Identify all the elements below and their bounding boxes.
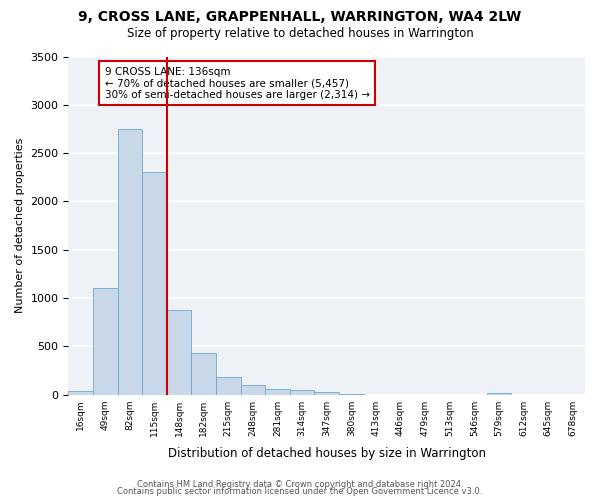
Bar xyxy=(265,390,290,394)
Bar xyxy=(167,310,191,394)
Bar xyxy=(118,129,142,394)
Bar xyxy=(241,385,265,394)
Text: 9, CROSS LANE, GRAPPENHALL, WARRINGTON, WA4 2LW: 9, CROSS LANE, GRAPPENHALL, WARRINGTON, … xyxy=(79,10,521,24)
Bar xyxy=(216,378,241,394)
Text: 9 CROSS LANE: 136sqm
← 70% of detached houses are smaller (5,457)
30% of semi-de: 9 CROSS LANE: 136sqm ← 70% of detached h… xyxy=(104,66,370,100)
Text: Contains HM Land Registry data © Crown copyright and database right 2024.: Contains HM Land Registry data © Crown c… xyxy=(137,480,463,489)
Bar xyxy=(314,392,339,394)
Bar xyxy=(142,172,167,394)
Bar xyxy=(290,390,314,394)
Bar xyxy=(487,393,511,394)
Text: Contains public sector information licensed under the Open Government Licence v3: Contains public sector information licen… xyxy=(118,488,482,496)
X-axis label: Distribution of detached houses by size in Warrington: Distribution of detached houses by size … xyxy=(168,447,486,460)
Bar xyxy=(68,391,93,394)
Bar xyxy=(93,288,118,395)
Text: Size of property relative to detached houses in Warrington: Size of property relative to detached ho… xyxy=(127,28,473,40)
Y-axis label: Number of detached properties: Number of detached properties xyxy=(15,138,25,314)
Bar xyxy=(191,353,216,395)
